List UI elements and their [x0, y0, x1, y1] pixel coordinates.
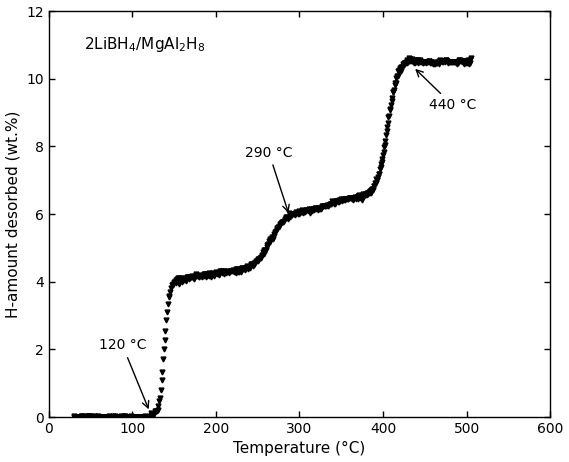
X-axis label: Temperature (°C): Temperature (°C) [233, 441, 365, 456]
Text: 290 °C: 290 °C [245, 146, 292, 212]
Y-axis label: H-amount desorbed (wt.%): H-amount desorbed (wt.%) [6, 110, 20, 318]
Text: 120 °C: 120 °C [99, 338, 149, 408]
Text: 440 °C: 440 °C [417, 70, 476, 112]
Text: 2LiBH$_4$/MgAl$_2$H$_8$: 2LiBH$_4$/MgAl$_2$H$_8$ [84, 36, 205, 55]
